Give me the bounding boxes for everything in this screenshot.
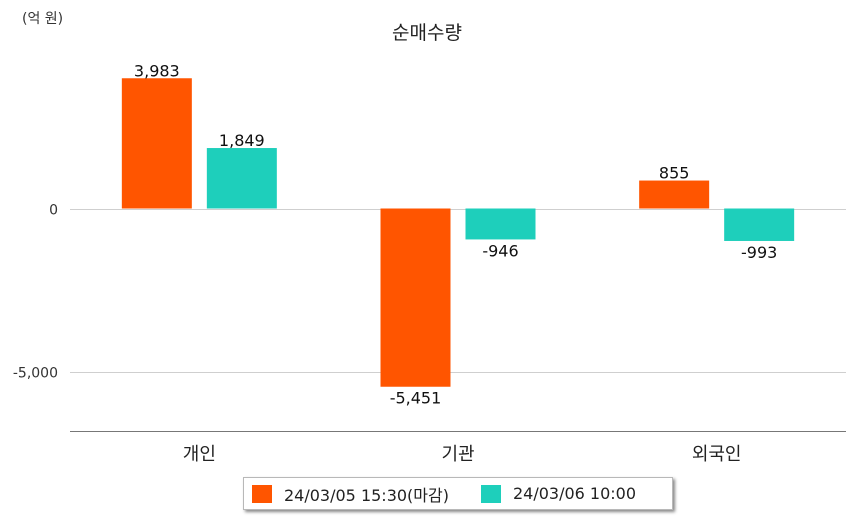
bar-chart: 0 -5,000 3,983 1,849 개인 -5,451 -946 기관 855 -993 외국…: [13, 61, 846, 465]
bar: [380, 208, 451, 387]
legend-item-series-1[interactable]: 24/03/05 15:30(마감): [252, 482, 449, 506]
data-label: -993: [741, 243, 777, 262]
bar: [206, 148, 277, 209]
unit-label: (억 원): [22, 11, 64, 27]
legend-item-series-2[interactable]: 24/03/06 10:00: [480, 484, 637, 503]
bar: [121, 78, 192, 209]
y-tick-label: -5,000: [13, 366, 58, 382]
data-label: 855: [659, 164, 690, 183]
bar: [639, 180, 710, 209]
legend-label-series-2: 24/03/06 10:00: [512, 484, 637, 503]
x-tick-label: 개인: [183, 444, 216, 465]
bar: [465, 208, 536, 240]
data-label: -946: [482, 241, 518, 260]
legend-swatch-series-2: [480, 484, 501, 503]
x-tick-label: 기관: [441, 444, 474, 465]
x-tick-label: 외국인: [692, 444, 742, 465]
legend: 24/03/05 15:30(마감) 24/03/06 10:00: [243, 477, 673, 510]
bar: [724, 208, 795, 241]
legend-label-series-1: 24/03/05 15:30(마감): [284, 485, 449, 505]
legend-swatch-series-1: [252, 484, 272, 503]
chart-title: 순매수량: [392, 22, 462, 44]
data-label: 1,849: [219, 131, 265, 150]
data-label: -5,451: [390, 389, 442, 408]
y-tick-label: 0: [49, 203, 58, 219]
data-label: 3,983: [134, 61, 180, 80]
